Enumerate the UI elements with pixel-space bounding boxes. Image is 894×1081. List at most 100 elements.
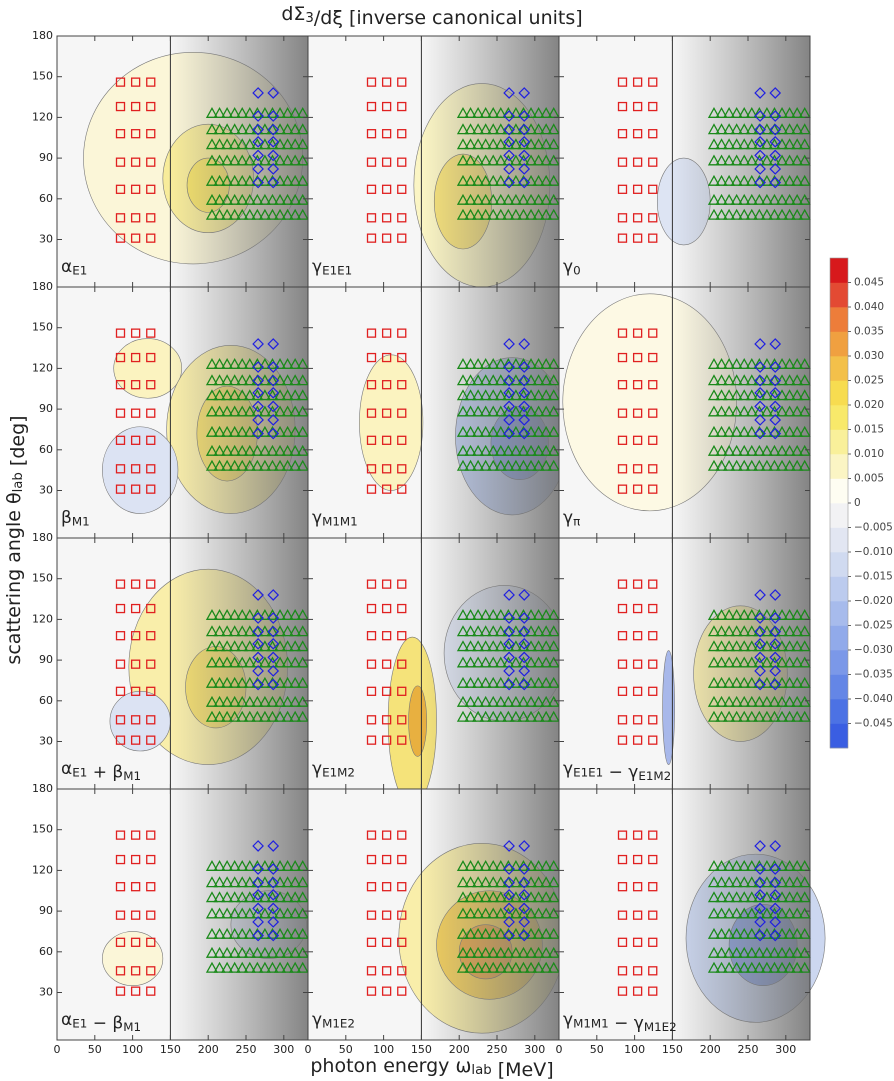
triangle-marker <box>760 907 774 919</box>
square-marker <box>146 184 156 194</box>
triangle-marker <box>236 444 249 456</box>
square-marker <box>617 213 628 223</box>
triangle-marker <box>723 193 736 205</box>
colorbar-band <box>830 282 848 308</box>
square-marker <box>366 213 377 223</box>
triangle-marker <box>221 459 234 471</box>
triangle-marker <box>281 876 294 888</box>
triangle-marker <box>273 208 287 220</box>
chart-title-part: /dξ [inverse canonical units] <box>314 6 583 28</box>
triangle-marker <box>775 405 789 417</box>
triangle-marker <box>221 138 234 150</box>
triangle-marker <box>296 389 309 401</box>
triangle-marker <box>494 961 507 973</box>
triangle-marker <box>273 710 287 722</box>
triangle-marker <box>236 625 249 637</box>
triangle-marker <box>213 138 226 150</box>
triangle-marker <box>221 174 234 186</box>
colorbar-tick-label: 0.030 <box>854 350 884 362</box>
colorbar-tick-label: 0.045 <box>854 277 884 289</box>
triangle-marker <box>760 208 774 220</box>
triangle-marker <box>464 625 477 637</box>
triangle-marker <box>783 891 796 903</box>
triangle-marker <box>760 106 774 118</box>
triangle-marker <box>783 876 796 888</box>
square-marker <box>366 184 377 194</box>
diamond-marker <box>754 163 766 175</box>
triangle-marker <box>707 656 721 668</box>
triangle-marker <box>456 710 470 722</box>
triangle-marker <box>296 676 309 688</box>
triangle-marker <box>738 927 751 939</box>
diamond-marker <box>518 338 531 350</box>
triangle-marker <box>273 907 287 919</box>
triangle-marker <box>479 891 492 903</box>
square-marker <box>115 233 126 243</box>
diamond-marker <box>503 863 515 875</box>
square-marker <box>397 854 407 865</box>
square-marker <box>648 233 658 243</box>
diamond-marker <box>769 386 782 399</box>
square-marker <box>146 464 156 474</box>
diamond-marker <box>518 625 531 638</box>
triangle-marker <box>540 425 553 437</box>
square-marker <box>397 328 407 338</box>
triangle-marker <box>464 193 477 205</box>
square-marker <box>146 882 156 892</box>
triangle-marker <box>738 907 751 919</box>
triangle-marker <box>715 123 728 135</box>
triangle-marker <box>236 357 249 369</box>
triangle-marker <box>289 193 302 205</box>
triangle-marker <box>730 876 743 888</box>
square-marker <box>617 631 628 641</box>
triangle-marker <box>289 357 302 369</box>
diamond-marker <box>518 400 531 413</box>
x-tick-label: 200 <box>449 1043 470 1056</box>
triangle-marker <box>456 389 470 401</box>
triangle-marker <box>783 961 796 973</box>
triangle-marker <box>479 656 492 668</box>
square-marker <box>648 966 658 976</box>
triangle-marker <box>221 208 234 220</box>
triangle-marker <box>798 374 811 386</box>
square-marker <box>146 484 156 494</box>
triangle-marker <box>707 946 721 958</box>
diamond-marker <box>518 374 531 387</box>
triangle-marker <box>532 695 545 707</box>
triangle-marker <box>258 389 272 401</box>
triangle-marker <box>296 946 309 958</box>
diamond-marker <box>754 361 766 373</box>
triangle-marker <box>487 208 500 220</box>
triangle-marker <box>730 138 743 150</box>
triangle-marker <box>730 961 743 973</box>
triangle-marker <box>753 208 766 220</box>
triangle-marker <box>494 927 507 939</box>
triangle-marker <box>723 389 736 401</box>
diamond-marker <box>754 863 766 875</box>
triangle-marker <box>487 154 500 166</box>
x-tick-label: 50 <box>590 1043 604 1056</box>
triangle-marker <box>205 891 219 903</box>
triangle-marker <box>547 961 560 973</box>
colorbar-tick-label: −0.010 <box>854 546 893 558</box>
triangle-marker <box>738 357 751 369</box>
triangle-marker <box>783 695 796 707</box>
triangle-marker <box>509 405 523 417</box>
triangle-marker <box>487 710 500 722</box>
triangle-marker <box>775 208 789 220</box>
triangle-marker <box>243 927 256 939</box>
diamond-marker <box>252 651 264 664</box>
triangle-marker <box>213 676 226 688</box>
triangle-marker <box>738 405 751 417</box>
triangle-marker <box>296 193 309 205</box>
triangle-marker <box>760 961 774 973</box>
triangle-marker <box>221 193 234 205</box>
triangle-marker <box>205 357 219 369</box>
triangle-marker <box>494 710 507 722</box>
triangle-marker <box>540 459 553 471</box>
triangle-marker <box>472 876 485 888</box>
diamond-marker <box>503 612 515 624</box>
diamond-marker <box>769 427 782 440</box>
triangle-marker <box>540 946 553 958</box>
diamond-marker <box>518 361 531 373</box>
